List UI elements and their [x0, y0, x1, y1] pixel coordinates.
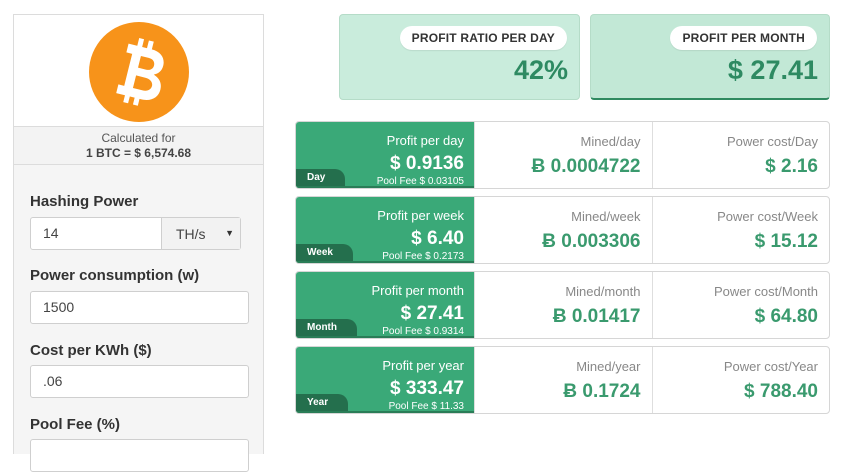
mined-label: Mined/year: [576, 359, 641, 374]
result-row-year: Profit per year $ 333.47 Pool Fee $ 11.3…: [295, 346, 830, 414]
profit-month-box: PROFIT PER MONTH $ 27.41: [590, 14, 830, 100]
power-cost-cell: Power cost/Week $ 15.12: [651, 197, 830, 263]
profit-value: $ 27.41: [400, 303, 464, 324]
power-cost-cell: Power cost/Month $ 64.80: [651, 272, 830, 338]
profit-cell: Profit per month $ 27.41 Pool Fee $ 0.93…: [296, 272, 474, 338]
mined-value: Ƀ 0.0004722: [531, 156, 641, 177]
mined-label: Mined/day: [580, 134, 641, 149]
caret-down-icon: ▼: [225, 228, 234, 238]
power-cost-label: Power cost/Week: [717, 209, 818, 224]
pool-fee-label: Pool Fee (%): [30, 416, 121, 433]
hashing-power-label: Hashing Power: [30, 193, 139, 210]
profit-month-label: PROFIT PER MONTH: [670, 26, 817, 50]
hashing-power-input[interactable]: 14: [43, 225, 59, 241]
profit-cell: Profit per day $ 0.9136 Pool Fee $ 0.031…: [296, 122, 474, 188]
mined-cell: Mined/year Ƀ 0.1724: [474, 347, 652, 413]
hashing-unit-value: TH/s: [176, 226, 206, 242]
profit-cell: Profit per year $ 333.47 Pool Fee $ 11.3…: [296, 347, 474, 413]
cost-per-kwh-input[interactable]: .06: [30, 365, 249, 398]
mined-cell: Mined/week Ƀ 0.003306: [474, 197, 652, 263]
profit-value: $ 6.40: [411, 228, 464, 249]
profit-ratio-box: PROFIT RATIO PER DAY 42%: [339, 14, 580, 100]
result-row-week: Profit per week $ 6.40 Pool Fee $ 0.2173…: [295, 196, 830, 264]
pool-fee-value: Pool Fee $ 0.9314: [382, 326, 464, 337]
calculated-for-label: Calculated for: [101, 131, 176, 145]
power-cost-label: Power cost/Month: [713, 284, 818, 299]
profit-label: Profit per day: [386, 133, 464, 148]
power-cost-cell: Power cost/Day $ 2.16: [651, 122, 830, 188]
calculator-panel: Calculated for 1 BTC = $ 6,574.68 Hashin…: [13, 14, 264, 472]
profit-cell: Profit per week $ 6.40 Pool Fee $ 0.2173…: [296, 197, 474, 263]
power-cost-label: Power cost/Day: [726, 134, 818, 149]
mined-label: Mined/week: [571, 209, 641, 224]
pool-fee-value: Pool Fee $ 0.03105: [376, 176, 464, 187]
profit-value: $ 333.47: [390, 378, 464, 399]
period-tag: Week: [296, 244, 353, 261]
power-cost-value: $ 788.40: [744, 381, 818, 402]
period-tag: Year: [296, 394, 349, 411]
mined-value: Ƀ 0.01417: [552, 306, 641, 327]
mined-value: Ƀ 0.1724: [563, 381, 641, 402]
hashing-power-group: 14 TH/s ▼: [30, 217, 241, 250]
period-tag: Month: [296, 319, 357, 336]
profit-ratio-label: PROFIT RATIO PER DAY: [399, 26, 567, 50]
logo-container: [14, 15, 263, 127]
profit-label: Profit per week: [377, 208, 464, 223]
profit-label: Profit per year: [382, 358, 464, 373]
pool-fee-value: Pool Fee $ 11.33: [388, 401, 464, 412]
power-cost-value: $ 2.16: [765, 156, 818, 177]
profit-ratio-value: 42%: [513, 55, 568, 85]
power-cost-value: $ 15.12: [754, 231, 818, 252]
pool-fee-value: Pool Fee $ 0.2173: [382, 251, 464, 262]
cost-per-kwh-label: Cost per KWh ($): [30, 342, 152, 359]
power-consumption-input[interactable]: 1500: [30, 291, 249, 324]
pool-fee-input[interactable]: [30, 439, 249, 472]
mined-cell: Mined/day Ƀ 0.0004722: [474, 122, 652, 188]
btc-rate: 1 BTC = $ 6,574.68: [85, 146, 192, 160]
power-cost-cell: Power cost/Year $ 788.40: [651, 347, 830, 413]
power-cost-value: $ 64.80: [754, 306, 818, 327]
profit-value: $ 0.9136: [390, 153, 464, 174]
hashing-unit-select[interactable]: TH/s ▼: [161, 218, 240, 249]
result-row-day: Profit per day $ 0.9136 Pool Fee $ 0.031…: [295, 121, 830, 189]
profit-label: Profit per month: [371, 283, 465, 298]
mined-value: Ƀ 0.003306: [542, 231, 641, 252]
profit-month-value: $ 27.41: [727, 55, 818, 85]
mined-cell: Mined/month Ƀ 0.01417: [474, 272, 652, 338]
power-consumption-label: Power consumption (w): [30, 267, 200, 284]
power-cost-label: Power cost/Year: [723, 359, 818, 374]
period-tag: Day: [296, 169, 346, 186]
bitcoin-logo-icon: [88, 21, 189, 122]
exchange-rate-info: Calculated for 1 BTC = $ 6,574.68: [14, 127, 263, 165]
mined-label: Mined/month: [565, 284, 641, 299]
result-row-month: Profit per month $ 27.41 Pool Fee $ 0.93…: [295, 271, 830, 339]
